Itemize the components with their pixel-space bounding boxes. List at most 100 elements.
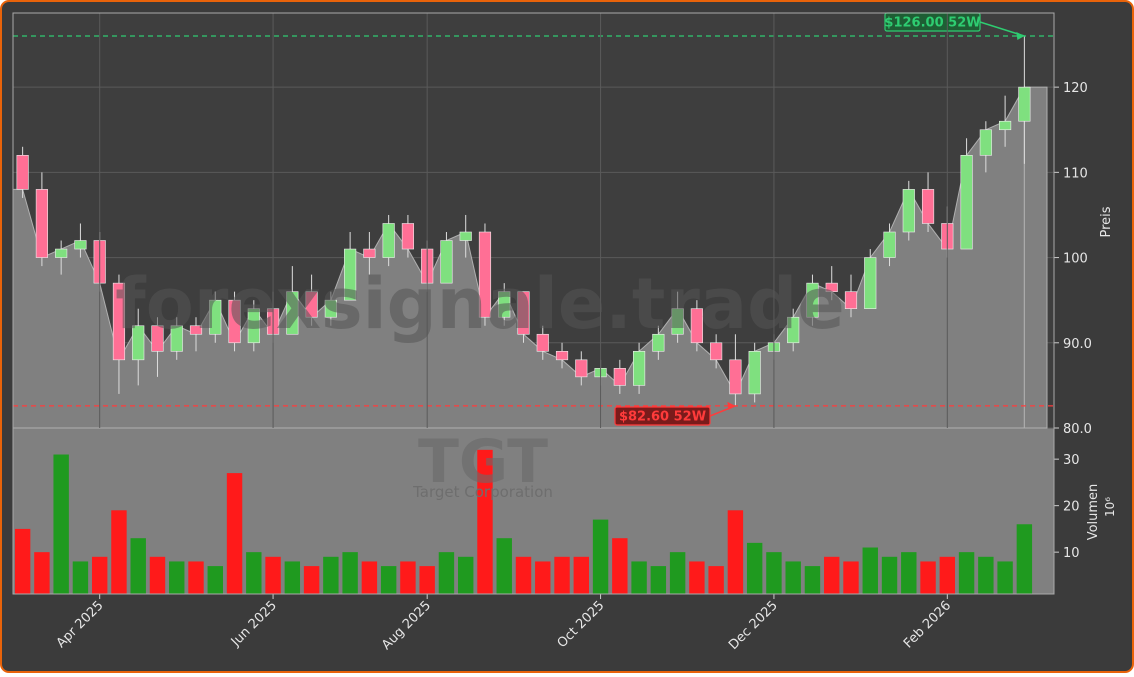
candle-body	[247, 308, 260, 344]
volume-bar	[323, 556, 339, 594]
watermark-ticker: TGT	[418, 427, 548, 497]
candle-body	[344, 248, 357, 301]
volume-bar	[727, 510, 744, 594]
volume-bar	[477, 449, 493, 594]
volume-bar	[746, 542, 763, 594]
candle-body	[1018, 86, 1031, 122]
volume-panel	[13, 428, 1054, 594]
volume-bar	[91, 556, 108, 594]
candle-body	[633, 351, 646, 386]
volume-bar	[939, 556, 956, 594]
y-tick-label: 10	[1063, 546, 1080, 561]
volume-bar	[669, 552, 686, 594]
candle-body	[806, 282, 819, 318]
candle-body	[459, 231, 472, 241]
candle-body	[710, 342, 723, 361]
candle-body	[55, 248, 68, 258]
annotation-arrowhead	[727, 401, 736, 410]
volume-bar	[535, 561, 551, 594]
candle-body	[35, 189, 48, 258]
volume-bar	[862, 547, 878, 594]
volume-bar	[246, 552, 262, 594]
y-tick-label: 100	[1063, 252, 1088, 267]
annotation-label: $126.00 52W	[884, 16, 980, 31]
candle-body	[74, 240, 87, 250]
plot-border	[12, 12, 1055, 595]
candle-body	[575, 359, 588, 378]
volume-bar	[901, 552, 917, 594]
volume-bar	[881, 556, 898, 594]
annotation-arrowhead	[1016, 32, 1025, 41]
candle-body	[960, 155, 973, 250]
volume-bar	[130, 538, 146, 594]
volume-bar	[592, 519, 609, 594]
candle-body	[652, 333, 665, 352]
volume-bar	[111, 510, 127, 594]
volume-bar	[284, 561, 301, 594]
volume-bar	[958, 552, 975, 594]
candle-body	[921, 189, 935, 224]
y-axis-label: Preis	[1099, 206, 1114, 237]
y-tick-label: 80.0	[1063, 422, 1092, 437]
volume-bar	[554, 556, 570, 594]
volume-bar	[496, 538, 512, 594]
candle-body	[478, 231, 492, 318]
volume-bar	[72, 561, 89, 594]
volume-bar	[380, 566, 397, 594]
volume-bar	[785, 561, 801, 594]
candle-body	[825, 282, 838, 292]
candle-body	[902, 189, 915, 233]
y-tick-label: 20	[1063, 500, 1080, 515]
volume-bar	[438, 552, 455, 594]
candle-body	[382, 223, 395, 258]
candle-body	[979, 129, 992, 156]
candle-body	[536, 333, 549, 352]
volume-bar	[207, 566, 223, 594]
candle-body	[228, 299, 241, 344]
volume-bar	[53, 454, 69, 594]
volume-bar	[804, 566, 821, 594]
candle-body	[844, 291, 858, 309]
candle-body	[555, 351, 569, 361]
volume-bar	[149, 556, 166, 594]
volume-bar	[34, 552, 50, 594]
volume-bar	[631, 561, 647, 594]
candle-body	[690, 308, 703, 344]
candle-body	[286, 291, 299, 335]
candle-body	[864, 257, 877, 309]
volume-bar	[573, 556, 589, 594]
candle-body	[305, 291, 318, 318]
volume-bar	[265, 556, 281, 594]
candle-body	[170, 325, 183, 352]
candle-body	[787, 316, 800, 344]
volume-bar	[419, 566, 435, 594]
volume-bar	[303, 566, 320, 594]
volume-bar	[920, 561, 936, 594]
y-tick-label: 120	[1063, 81, 1088, 96]
volume-bar	[1016, 524, 1033, 594]
volume-bar	[978, 556, 994, 594]
volume-bar	[708, 566, 724, 594]
watermark: forexsignale.trade	[115, 263, 844, 345]
volume-bar	[650, 566, 667, 594]
candle-body	[999, 120, 1012, 131]
y-tick-label: 30	[1063, 453, 1080, 468]
volume-bar	[843, 561, 859, 594]
volume-bar	[226, 473, 243, 594]
y-tick-label: 110	[1063, 166, 1088, 181]
candle-body	[151, 325, 164, 352]
candle-body	[209, 299, 222, 335]
volume-bar	[612, 538, 628, 594]
close-extension	[1023, 86, 1048, 429]
candle-body	[132, 325, 145, 361]
watermark-company: Target Corporation	[412, 483, 553, 501]
volume-bar	[169, 561, 185, 594]
candle-body	[440, 240, 453, 284]
candle-body	[729, 359, 742, 395]
candle-body	[613, 368, 626, 386]
candle-body	[748, 351, 761, 395]
volume-bar	[997, 561, 1013, 594]
volume-bar	[766, 552, 782, 594]
volume-bar	[458, 556, 474, 594]
